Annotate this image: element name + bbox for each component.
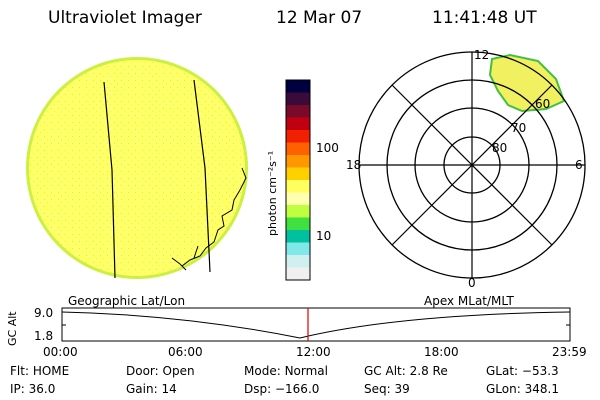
mlat-label-80: 80: [492, 141, 507, 155]
info-flight: Flt: HOME: [10, 364, 70, 378]
colorbar-stripe: [286, 117, 310, 131]
colorbar-stripe: [286, 242, 310, 256]
info-mode: Mode: Normal: [244, 364, 328, 378]
time-tick-1200: 12:00: [296, 345, 331, 359]
colorbar-stripe: [286, 105, 310, 118]
altitude-tick-9: 9.0: [34, 306, 53, 320]
uv-earth-disk-image: [26, 57, 248, 279]
info-gc-alt: GC Alt: 2.8 Re: [364, 364, 448, 378]
polar-mlat-mlt-plot: 12 18 6 0 60 70 80: [346, 48, 586, 290]
time-tick-0000: 00:00: [43, 345, 78, 359]
auroral-emission-region: [488, 53, 566, 113]
mlat-label-70: 70: [511, 121, 526, 135]
colorbar-stripe: [286, 230, 310, 243]
colorbar-stripe: [286, 180, 310, 193]
observation-date: 12 Mar 07: [276, 8, 363, 28]
colorbar-tick-100: 100: [316, 141, 339, 155]
colorbar-stripe: [286, 267, 310, 281]
mlt-label-12: 12: [474, 48, 489, 62]
time-tick-0600: 06:00: [168, 345, 203, 359]
observation-time: 11:41:48 UT: [432, 8, 537, 28]
colorbar-stripe: [286, 142, 310, 156]
colorbar-stripe: [286, 217, 310, 231]
meridian-line-west: [103, 81, 116, 279]
apex-label: Apex MLat/MLT: [424, 294, 514, 308]
time-tick-1800: 18:00: [424, 345, 459, 359]
instrument-title: Ultraviolet Imager: [48, 8, 202, 28]
info-gain: Gain: 14: [126, 382, 177, 396]
geographic-label: Geographic Lat/Lon: [68, 294, 186, 308]
meridian-line-east: [193, 79, 211, 273]
colorbar-stripe: [286, 205, 310, 218]
info-seq: Seq: 39: [364, 382, 410, 396]
altitude-timeline-plot: GC Alt 9.0 1.8: [6, 306, 571, 346]
colorbar-stripe: [286, 192, 310, 206]
time-tick-2359: 23:59: [552, 345, 587, 359]
altitude-tick-1-8: 1.8: [34, 329, 53, 343]
colorbar-stripe: [286, 155, 310, 168]
info-ip: IP: 36.0: [10, 382, 56, 396]
intensity-colorbar: photon cm⁻²s⁻¹: [266, 79, 311, 281]
info-dsp: Dsp: −166.0: [244, 382, 320, 396]
mlat-label-60: 60: [535, 97, 550, 111]
mlt-label-6: 6: [575, 158, 583, 172]
colorbar-stripe: [286, 255, 310, 268]
colorbar-stripe: [286, 80, 310, 93]
info-door: Door: Open: [126, 364, 195, 378]
disk-body: [29, 60, 245, 276]
mlt-label-0: 0: [468, 276, 476, 290]
altitude-axis-label: GC Alt: [6, 311, 19, 346]
colorbar-stripe: [286, 167, 310, 181]
altitude-trace: [61, 311, 571, 339]
colorbar-unit-label: photon cm⁻²s⁻¹: [266, 151, 279, 236]
info-glon: GLon: 348.1: [486, 382, 559, 396]
colorbar-tick-10: 10: [316, 229, 332, 243]
colorbar-stripe: [286, 92, 310, 106]
mlt-label-18: 18: [346, 158, 361, 172]
colorbar-stripe: [286, 130, 310, 143]
coastline: [171, 167, 247, 271]
info-glat: GLat: −53.3: [486, 364, 559, 378]
